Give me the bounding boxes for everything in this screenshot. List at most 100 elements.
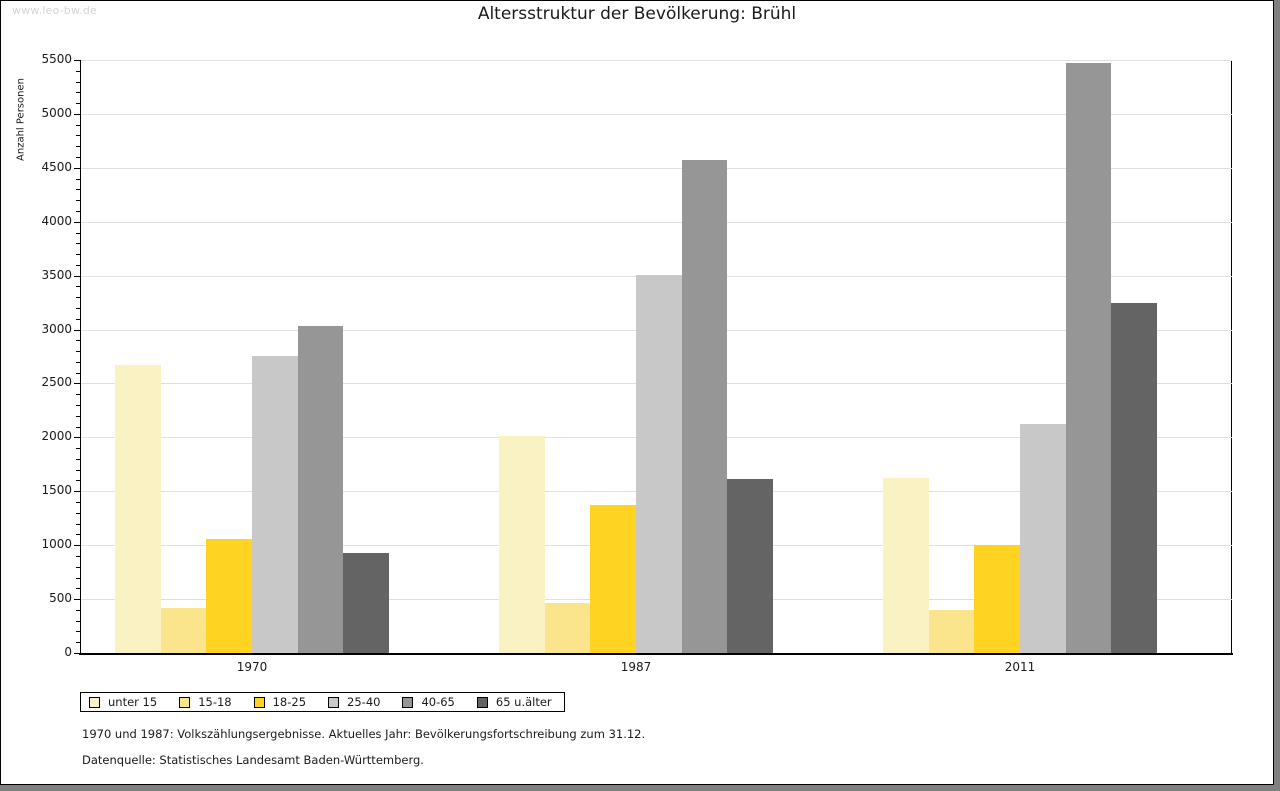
legend-swatch-icon	[89, 696, 100, 708]
y-tick-minor	[76, 555, 81, 557]
x-tick-label: 2011	[1004, 660, 1036, 674]
y-tick-minor	[76, 92, 81, 94]
y-tick-minor	[76, 318, 81, 320]
y-tick-minor	[76, 534, 81, 536]
bar	[252, 355, 298, 653]
bar	[499, 436, 545, 653]
gridline	[80, 60, 1232, 61]
bar	[1065, 63, 1112, 653]
y-tick-minor	[76, 588, 81, 590]
legend-item[interactable]: unter 15	[89, 695, 157, 709]
bar	[1020, 423, 1066, 653]
y-tick-minor	[76, 577, 81, 579]
y-tick-minor	[76, 372, 81, 374]
y-tick-minor	[76, 210, 81, 212]
legend-swatch-icon	[179, 696, 191, 708]
y-tick-minor	[76, 254, 81, 256]
legend-swatch-icon	[402, 696, 414, 708]
y-tick-minor	[76, 200, 81, 202]
legend-swatch-icon	[328, 696, 340, 708]
bar	[928, 610, 975, 653]
bar	[115, 365, 161, 653]
bar	[883, 478, 929, 653]
y-tick-major	[74, 491, 81, 493]
y-tick-minor	[76, 448, 81, 450]
x-tick-label: 1970	[236, 660, 268, 674]
y-tick-minor	[76, 458, 81, 460]
y-tick-label: 1500	[41, 483, 72, 498]
y-tick-minor	[76, 566, 81, 568]
y-tick-minor	[76, 405, 81, 407]
y-tick-minor	[76, 480, 81, 482]
y-tick-label: 0	[64, 645, 72, 659]
y-tick-minor	[76, 297, 81, 299]
y-tick-minor	[76, 642, 81, 644]
y-tick-major	[74, 383, 81, 385]
y-tick-minor	[76, 361, 81, 363]
x-axis-line	[79, 653, 1233, 655]
y-tick-label: 3000	[41, 321, 72, 336]
x-tick-label: 1987	[620, 660, 652, 674]
y-tick-minor	[76, 512, 81, 514]
plot-area: 0 500 1000 1500 2000 2500 3000 3500 4000 4500 5000…	[41, 52, 1233, 674]
y-tick-minor	[76, 351, 81, 353]
y-tick-minor	[76, 286, 81, 288]
legend-item[interactable]: 15-18	[179, 695, 232, 709]
y-tick-minor	[76, 189, 81, 191]
bar	[1111, 303, 1157, 653]
legend-label: 65 u.älter	[495, 695, 552, 709]
y-tick-minor	[76, 631, 81, 633]
y-tick-minor	[76, 523, 81, 525]
y-tick-label: 2500	[41, 375, 72, 390]
legend-label: unter 15	[108, 695, 158, 709]
bar	[727, 479, 773, 653]
y-tick-minor	[76, 103, 81, 105]
y-tick-minor	[76, 307, 81, 309]
legend-item[interactable]: 40-65	[402, 695, 455, 709]
y-tick-major	[74, 329, 81, 331]
y-tick-minor	[76, 70, 81, 72]
y-tick-minor	[76, 426, 81, 428]
y-tick-minor	[76, 469, 81, 471]
y-tick-minor	[76, 124, 81, 126]
y-tick-minor	[76, 415, 81, 417]
legend-item[interactable]: 25-40	[328, 695, 380, 709]
watermark-text: www.leo-bw.de	[12, 4, 98, 17]
y-tick-label: 5500	[41, 52, 72, 66]
bar	[343, 552, 389, 653]
y-tick-minor	[76, 502, 81, 504]
y-tick-minor	[76, 264, 81, 266]
bar	[681, 160, 728, 653]
y-tick-minor	[76, 146, 81, 148]
legend: unter 15 15-18 18-25 25-40 40-65 65 u.älter	[80, 692, 565, 712]
y-tick-minor	[76, 394, 81, 396]
gridline	[80, 113, 1232, 115]
y-tick-major	[74, 221, 81, 223]
y-tick-minor	[76, 135, 81, 137]
y-tick-label: 5000	[41, 105, 72, 120]
gridline	[80, 167, 1232, 169]
legend-label: 25-40	[347, 695, 381, 709]
y-tick-minor	[76, 243, 81, 245]
y-tick-minor	[76, 178, 81, 180]
y-tick-label: 3500	[41, 267, 72, 282]
y-tick-label: 1000	[41, 537, 72, 552]
plot-right-border	[1231, 60, 1232, 653]
bar	[206, 538, 252, 653]
legend-swatch-icon	[476, 696, 488, 708]
bar	[590, 505, 636, 653]
page-title: Altersstruktur der Bevölkerung: Brühl	[477, 4, 797, 24]
y-tick-minor	[76, 609, 81, 611]
y-tick-minor	[76, 340, 81, 342]
legend-label: 40-65	[421, 695, 455, 709]
bar	[297, 325, 344, 653]
legend-item[interactable]: 65 u.älter	[476, 695, 552, 709]
y-tick-major	[74, 275, 81, 277]
footnote-sources: 1970 und 1987: Volkszählungsergebnisse. …	[82, 727, 646, 741]
y-tick-major	[74, 437, 81, 439]
y-tick-minor	[76, 620, 81, 622]
legend-item[interactable]: 18-25	[253, 695, 306, 709]
bar	[544, 603, 591, 653]
